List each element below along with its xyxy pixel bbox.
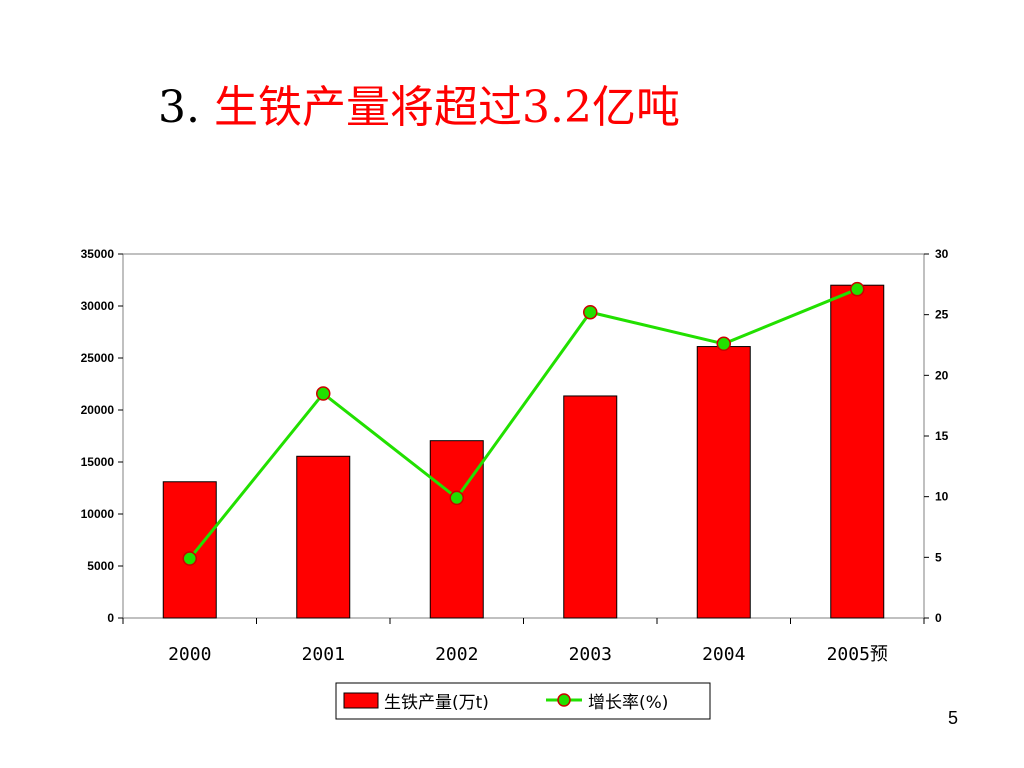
title-number: 3. (158, 82, 200, 133)
right-axis-tick-label: 0 (935, 611, 942, 625)
legend-bar-label: 生铁产量(万t) (384, 693, 489, 713)
left-axis-tick-label: 20000 (81, 403, 115, 417)
bar-2004 (696, 346, 751, 619)
growth-marker-2005预 (850, 281, 865, 297)
left-axis-tick-label: 30000 (81, 299, 115, 313)
plot-frame (122, 253, 925, 619)
x-axis-label: 2001 (302, 644, 345, 665)
left-axis-tick-label: 25000 (81, 351, 115, 365)
bar-2003 (563, 395, 618, 619)
legend-bar-swatch (343, 692, 379, 709)
right-axis-tick-label: 10 (935, 490, 949, 504)
x-axis-label: 2002 (435, 644, 478, 665)
legend-marker-swatch (557, 693, 571, 707)
growth-marker-2001 (316, 386, 331, 401)
right-axis-tick-label: 25 (935, 308, 949, 322)
left-axis-tick-label: 5000 (87, 559, 114, 573)
x-axis-label: 2005预 (827, 644, 888, 665)
page-number: 5 (948, 708, 959, 728)
title-text: 生铁产量将超过3.2亿吨 (213, 82, 680, 133)
bar-2001 (296, 455, 351, 619)
x-axis-label: 2003 (569, 644, 612, 665)
growth-marker-2004 (716, 336, 731, 352)
bar-2000 (162, 481, 217, 619)
legend-line-label: 增长率(%) (588, 693, 668, 713)
left-axis-tick-label: 0 (107, 611, 114, 625)
growth-marker-2002 (449, 490, 464, 506)
growth-marker-2000 (182, 551, 197, 566)
x-axis-label: 2004 (702, 644, 745, 665)
legend-box (335, 682, 711, 720)
right-axis-tick-label: 5 (935, 550, 942, 564)
left-axis-tick-label: 35000 (81, 247, 115, 261)
left-axis-tick-label: 10000 (81, 507, 115, 521)
left-axis-tick-label: 15000 (81, 455, 115, 469)
bar-2002 (429, 440, 484, 619)
growth-rate-line (188, 287, 858, 560)
bar-2005预 (830, 284, 885, 619)
right-axis-tick-label: 20 (935, 368, 949, 382)
right-axis-tick-label: 30 (935, 247, 949, 261)
growth-marker-2003 (583, 304, 598, 320)
x-axis-label: 2000 (168, 644, 211, 665)
right-axis-tick-label: 15 (935, 429, 949, 443)
slide-title: 3. 生铁产量将超过3.2亿吨 (158, 78, 680, 138)
